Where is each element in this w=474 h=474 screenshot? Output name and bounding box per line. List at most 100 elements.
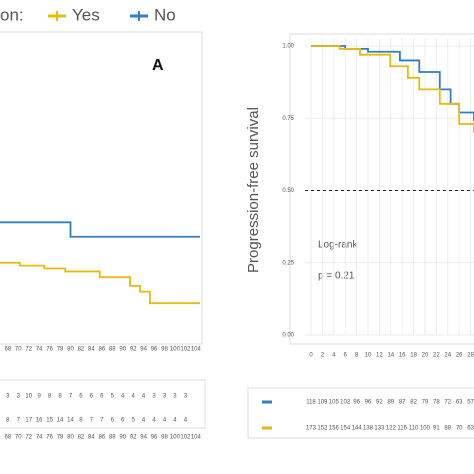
risk-count: 118 xyxy=(306,400,316,406)
risk-count: 70 xyxy=(456,426,463,432)
risk-count: 4 xyxy=(142,394,146,400)
x-tick-label: 102 xyxy=(180,347,191,353)
risk-count: 7 xyxy=(17,418,21,424)
x-tick-label: 90 xyxy=(119,347,126,353)
x-tick-label: 80 xyxy=(67,347,74,353)
x-tick-label: 98 xyxy=(161,435,168,441)
risk-count: 8 xyxy=(6,418,10,424)
x-tick-label: 94 xyxy=(140,435,147,441)
risk-count: 4 xyxy=(184,418,188,424)
x-tick-label: 18 xyxy=(410,353,417,359)
annotation: p = 0.21 xyxy=(318,271,355,282)
x-tick-label: 20 xyxy=(422,353,429,359)
x-tick-label: 96 xyxy=(151,347,158,353)
x-tick-label: 78 xyxy=(57,347,64,353)
risk-count: 7 xyxy=(90,418,94,424)
annotation: Log-rank xyxy=(318,240,358,251)
risk-count: 105 xyxy=(329,400,340,406)
x-tick-label: 72 xyxy=(25,435,32,441)
y-tick-label: 0.50 xyxy=(282,188,294,194)
risk-count: 96 xyxy=(353,400,360,406)
x-tick-label: 84 xyxy=(88,347,95,353)
risk-count: 156 xyxy=(329,426,340,432)
risk-count: 78 xyxy=(433,400,440,406)
x-tick-label: 80 xyxy=(67,435,74,441)
risk-count: 3 xyxy=(184,394,188,400)
x-tick-label: 102 xyxy=(180,435,191,441)
x-tick-label: 86 xyxy=(98,347,105,353)
risk-count: 14 xyxy=(57,418,64,424)
risk-count: 4 xyxy=(142,418,146,424)
x-tick-label: 6 xyxy=(344,353,348,359)
risk-count: 6 xyxy=(100,394,104,400)
risk-count: 5 xyxy=(111,394,115,400)
x-tick-label: 16 xyxy=(399,353,406,359)
x-tick-label: 88 xyxy=(109,435,116,441)
risk-count: 79 xyxy=(422,400,429,406)
risk-count: 89 xyxy=(387,400,394,406)
legend-label: No xyxy=(154,5,176,24)
risk-count: 82 xyxy=(410,400,417,406)
x-tick-label: 8 xyxy=(355,353,359,359)
risk-count: 96 xyxy=(365,400,372,406)
x-tick-label: 88 xyxy=(109,347,116,353)
x-tick-label: 72 xyxy=(25,347,32,353)
x-tick-label: 82 xyxy=(78,435,85,441)
risk-count: 8 xyxy=(58,394,62,400)
risk-count: 4 xyxy=(121,394,125,400)
risk-count: 91 xyxy=(433,426,440,432)
x-tick-label: 96 xyxy=(151,435,158,441)
risk-count: 92 xyxy=(376,400,383,406)
risk-count: 3 xyxy=(163,394,167,400)
panel-frame xyxy=(0,31,203,345)
survival-curve xyxy=(310,45,474,122)
risk-frame xyxy=(247,387,474,439)
risk-count: 152 xyxy=(317,426,328,432)
x-tick-label: 70 xyxy=(15,435,22,441)
x-tick-label: 84 xyxy=(88,435,95,441)
risk-count: 8 xyxy=(79,418,83,424)
risk-count: 144 xyxy=(352,426,363,432)
x-tick-label: 0 xyxy=(309,353,313,359)
risk-count: 116 xyxy=(397,426,407,432)
risk-count: 88 xyxy=(444,426,451,432)
risk-count: 6 xyxy=(90,394,94,400)
risk-count: 110 xyxy=(409,426,419,432)
risk-count: 6 xyxy=(79,394,83,400)
survival-curve xyxy=(0,221,200,238)
risk-count: 133 xyxy=(374,426,385,432)
risk-count: 6 xyxy=(121,418,125,424)
x-tick-label: 4 xyxy=(332,353,336,359)
x-tick-label: 70 xyxy=(15,347,22,353)
x-tick-label: 86 xyxy=(98,435,105,441)
risk-count: 3 xyxy=(6,394,10,400)
x-tick-label: 90 xyxy=(119,435,126,441)
x-tick-label: 22 xyxy=(433,353,440,359)
risk-count: 4 xyxy=(152,418,156,424)
x-tick-label: 92 xyxy=(130,347,137,353)
risk-count: 4 xyxy=(163,418,167,424)
x-tick-label: 2 xyxy=(321,353,325,359)
risk-count: 57 xyxy=(467,400,474,406)
risk-count: 16 xyxy=(36,418,43,424)
risk-count: 154 xyxy=(340,426,351,432)
risk-count: 109 xyxy=(317,400,328,406)
risk-count: 173 xyxy=(306,426,317,432)
x-tick-label: 28 xyxy=(467,353,474,359)
risk-count: 87 xyxy=(399,400,406,406)
risk-count: 63 xyxy=(456,400,463,406)
risk-count: 6 xyxy=(111,418,115,424)
y-tick-label: 0.00 xyxy=(282,333,294,339)
risk-count: 9 xyxy=(37,394,41,400)
risk-count: 8 xyxy=(48,394,52,400)
y-tick-label: 0.75 xyxy=(282,116,294,122)
risk-count: 3 xyxy=(173,394,177,400)
x-tick-label: 24 xyxy=(444,353,451,359)
risk-count: 100 xyxy=(420,426,431,432)
x-tick-label: 74 xyxy=(36,435,43,441)
x-tick-label: 74 xyxy=(36,347,43,353)
x-tick-label: 100 xyxy=(170,347,181,353)
x-tick-label: 68 xyxy=(4,435,11,441)
risk-count: 5 xyxy=(131,418,135,424)
